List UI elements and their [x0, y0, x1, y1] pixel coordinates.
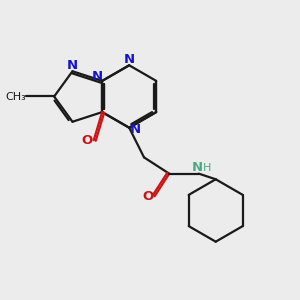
Text: N: N — [130, 123, 141, 136]
Text: CH₃: CH₃ — [5, 92, 26, 101]
Text: O: O — [142, 190, 154, 203]
Text: N: N — [91, 70, 102, 83]
Text: N: N — [124, 53, 135, 66]
Text: N: N — [67, 59, 78, 72]
Text: N: N — [192, 161, 203, 174]
Text: H: H — [203, 163, 212, 173]
Text: O: O — [82, 134, 93, 147]
